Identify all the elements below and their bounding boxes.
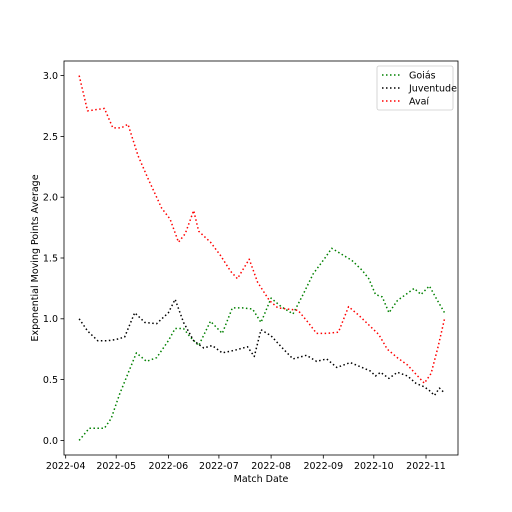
legend-label: Avaí: [409, 96, 429, 107]
chart-legend: Goiás Juventude Avaí: [376, 65, 457, 111]
y-axis-ticks: 0.0 0.5 1.0 1.5 2.0 2.5 3.0: [43, 71, 64, 447]
y-tick-label: 3.0: [43, 71, 58, 82]
series-line-2: [78, 75, 446, 384]
x-tick-label: 2022-04: [46, 461, 86, 472]
legend-label: Goiás: [409, 70, 436, 81]
x-tick-label: 2022-11: [406, 461, 446, 472]
x-tick-label: 2022-05: [96, 461, 136, 472]
y-tick-label: 2.5: [43, 132, 58, 143]
y-tick-label: 2.0: [43, 193, 58, 204]
y-tick-label: 1.5: [43, 253, 58, 264]
x-axis-ticks: 2022-04 2022-05 2022-06 2022-07 2022-08 2022-…: [46, 455, 446, 472]
x-tick-label: 2022-07: [199, 461, 239, 472]
y-tick-label: 0.5: [43, 375, 58, 386]
series-line-0: [78, 247, 446, 441]
plot-lines: [78, 75, 446, 441]
x-tick-label: 2022-09: [303, 461, 343, 472]
y-tick-label: 1.0: [43, 314, 58, 325]
x-axis-label: Match Date: [234, 474, 289, 485]
legend-label: Juventude: [408, 83, 457, 94]
x-tick-label: 2022-10: [354, 461, 394, 472]
y-tick-label: 0.0: [43, 436, 58, 447]
x-tick-label: 2022-08: [251, 461, 291, 472]
y-axis-label: Exponential Moving Points Average: [30, 174, 41, 341]
x-tick-label: 2022-06: [149, 461, 189, 472]
legend-box: [376, 65, 454, 111]
